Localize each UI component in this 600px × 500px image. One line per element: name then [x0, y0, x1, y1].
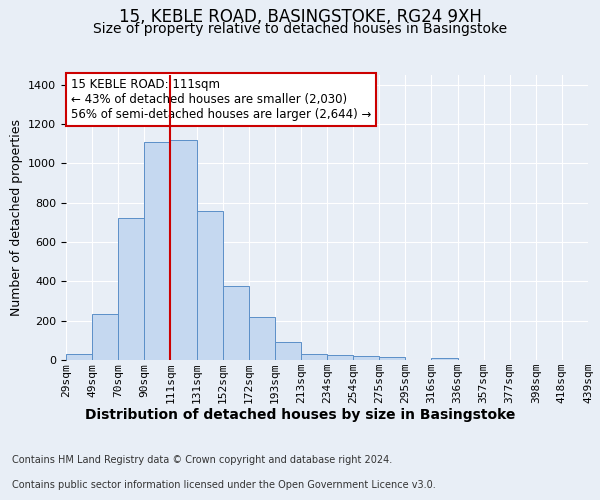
Bar: [197, 210, 223, 360]
Bar: [353, 356, 379, 360]
Bar: [223, 286, 249, 360]
Y-axis label: Number of detached properties: Number of detached properties: [10, 119, 23, 316]
Bar: [301, 354, 327, 360]
Bar: [92, 314, 118, 360]
Text: Contains public sector information licensed under the Open Government Licence v3: Contains public sector information licen…: [12, 480, 436, 490]
Text: 15 KEBLE ROAD: 111sqm
← 43% of detached houses are smaller (2,030)
56% of semi-d: 15 KEBLE ROAD: 111sqm ← 43% of detached …: [71, 78, 371, 121]
Bar: [118, 218, 145, 360]
Text: Size of property relative to detached houses in Basingstoke: Size of property relative to detached ho…: [93, 22, 507, 36]
Text: Contains HM Land Registry data © Crown copyright and database right 2024.: Contains HM Land Registry data © Crown c…: [12, 455, 392, 465]
Bar: [275, 342, 301, 360]
Text: 15, KEBLE ROAD, BASINGSTOKE, RG24 9XH: 15, KEBLE ROAD, BASINGSTOKE, RG24 9XH: [119, 8, 481, 26]
Bar: [327, 355, 353, 360]
Bar: [249, 317, 275, 360]
Bar: [431, 358, 458, 360]
Text: Distribution of detached houses by size in Basingstoke: Distribution of detached houses by size …: [85, 408, 515, 422]
Bar: [170, 140, 197, 360]
Bar: [145, 142, 170, 360]
Bar: [66, 354, 92, 360]
Bar: [379, 357, 406, 360]
